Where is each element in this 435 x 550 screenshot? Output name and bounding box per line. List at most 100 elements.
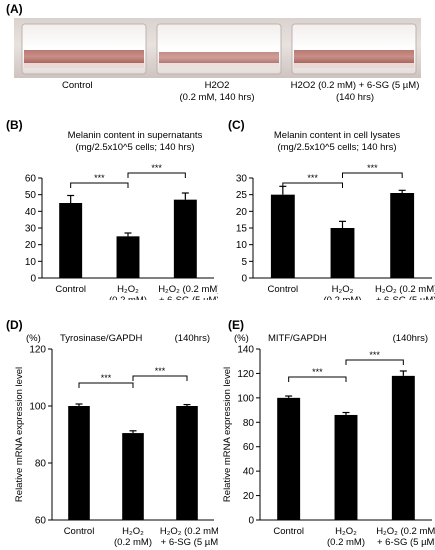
panel-label-b: (B) [6, 118, 23, 132]
condition-line1: H2O2 [204, 80, 230, 91]
significance-bracket [288, 376, 347, 382]
y-tick-label: 0 [30, 274, 36, 285]
category-label: (0.2 mM) [327, 537, 365, 548]
category-label: H₂O₂ [335, 526, 357, 537]
chart-c: 0 5 10 15 20 25 30 Control H₂O₂(0.2 mM) H₂O₂ (0.2… [236, 163, 435, 300]
category-label: H₂O₂ (0.2 mM) [375, 284, 435, 295]
category-label: (0.2 mM) [109, 295, 147, 300]
y-tick-label: 80 [243, 418, 255, 429]
category-label: Control [64, 526, 95, 537]
y-tick-label: 60 [25, 174, 37, 185]
category-label: + 6-SG (5 µM) [377, 537, 435, 548]
chart-e: 0 20 40 60 80 100 120 140 Relative mRNA expressi… [222, 333, 435, 548]
y-tick-label: 15 [236, 224, 248, 235]
category-label: + 6-SG (5 µM) [376, 295, 435, 300]
bar [270, 194, 295, 278]
bar [59, 203, 83, 278]
category-label: (0.2 mM) [114, 537, 152, 548]
y-axis-label: Relative mRNA expression level [222, 367, 233, 502]
y-tick-label: 25 [236, 190, 248, 201]
bar [116, 236, 140, 278]
chart-b: 0 10 20 30 40 50 60 Control H₂O₂(0.2 mM) H₂O₂ (0.… [25, 163, 218, 300]
category-label: Control [273, 526, 304, 537]
condition-line2: (0.2 mM, 140 hrs) [179, 92, 255, 103]
bar [68, 406, 90, 520]
category-label: H₂O₂ [332, 284, 354, 295]
significance-label: *** [94, 173, 105, 183]
significance-bracket [282, 182, 343, 188]
y-tick-label: 0 [241, 274, 247, 285]
significance-label: *** [101, 373, 112, 383]
panel-label-e: (E) [228, 318, 244, 332]
y-tick-label: 10 [236, 240, 248, 251]
condition-label-h2o2-6sg: H2O2 (0.2 mM) + 6-SG (5 µM) (140 hrs) [285, 80, 425, 104]
category-label: (0.2 mM) [324, 295, 362, 300]
y-axis-label: Relative mRNA expression level [14, 367, 25, 502]
bar [390, 193, 415, 278]
category-label: H₂O₂ (0.2 mM) [158, 284, 218, 295]
chart-subtitle: (140hrs) [393, 333, 428, 344]
y-tick-label: 10 [25, 257, 37, 268]
category-label: H₂O₂ (0.2 mM) [160, 526, 218, 537]
bar [391, 375, 415, 520]
chart-b-subtitle: (mg/2.5x10^5 cells; 140 hrs) [75, 142, 195, 153]
y-tick-label: 60 [243, 442, 255, 453]
significance-bracket [345, 359, 404, 365]
y-tick-label: 20 [25, 240, 37, 251]
y-tick-label: 50 [25, 190, 37, 201]
significance-label: *** [367, 163, 378, 173]
category-label: + 6-SG (5 µM) [161, 537, 218, 548]
y-tick-label: 60 [35, 516, 47, 527]
condition-line2: (140 hrs) [335, 92, 374, 103]
chart-c-title-block: Melanin content in cell lysates (mg/2.5x… [242, 130, 432, 154]
significance-label: *** [369, 350, 380, 360]
y-tick-label: 30 [236, 174, 248, 185]
culture-wells-image [14, 18, 421, 78]
category-label: H₂O₂ [122, 526, 144, 537]
panel-label-d: (D) [6, 318, 23, 332]
chart-title: MITF/GAPDH [268, 333, 327, 344]
category-label: Control [268, 284, 299, 295]
y-tick-label: 20 [236, 207, 248, 218]
bar [330, 228, 355, 278]
panel-label-c: (C) [228, 118, 245, 132]
category-label: + 6-SG (5 µM) [159, 295, 218, 300]
significance-label: *** [151, 163, 162, 173]
y-tick-label: 80 [35, 459, 47, 470]
bar [176, 406, 198, 520]
chart-c-title: Melanin content in cell lysates [273, 130, 401, 141]
chart-b-title: Melanin content in supernatants [67, 130, 203, 141]
significance-bracket [132, 375, 188, 381]
y-tick-label: 0 [248, 516, 254, 527]
significance-label: *** [155, 366, 166, 376]
y-tick-label: 40 [243, 467, 255, 478]
y-tick-label: 100 [29, 402, 46, 413]
y-tick-label: 5 [241, 257, 247, 268]
condition-label-control: Control [62, 80, 93, 92]
category-label: Control [55, 284, 86, 295]
culture-wells-photo [14, 18, 421, 78]
bar [334, 414, 358, 520]
chart-title: Tyrosinase/GAPDH [60, 333, 142, 344]
bar [122, 433, 144, 520]
bar [277, 397, 301, 520]
significance-bracket [127, 172, 186, 178]
y-tick-label: 120 [29, 345, 46, 356]
chart-d: 60 80 100 120 Relative mRNA expression level… [14, 333, 218, 548]
bar [173, 199, 197, 278]
y-tick-label: 30 [25, 224, 37, 235]
y-tick-label: 20 [243, 491, 255, 502]
category-label: H₂O₂ [117, 284, 139, 295]
significance-bracket [78, 382, 134, 388]
y-unit-label: (%) [26, 333, 41, 344]
y-tick-label: 100 [237, 393, 254, 404]
condition-label-h2o2: H2O2 (0.2 mM, 140 hrs) [172, 80, 262, 104]
y-tick-label: 140 [237, 345, 254, 356]
condition-line1: H2O2 (0.2 mM) + 6-SG (5 µM) [290, 80, 420, 91]
y-tick-label: 40 [25, 207, 37, 218]
significance-bracket [342, 172, 403, 178]
condition-line1: Control [62, 80, 93, 91]
chart-b-title-block: Melanin content in supernatants (mg/2.5x… [40, 130, 230, 154]
category-label: H₂O₂ (0.2 mM) [376, 526, 435, 537]
chart-c-subtitle: (mg/2.5x10^5 cells; 140 hrs) [277, 142, 397, 153]
